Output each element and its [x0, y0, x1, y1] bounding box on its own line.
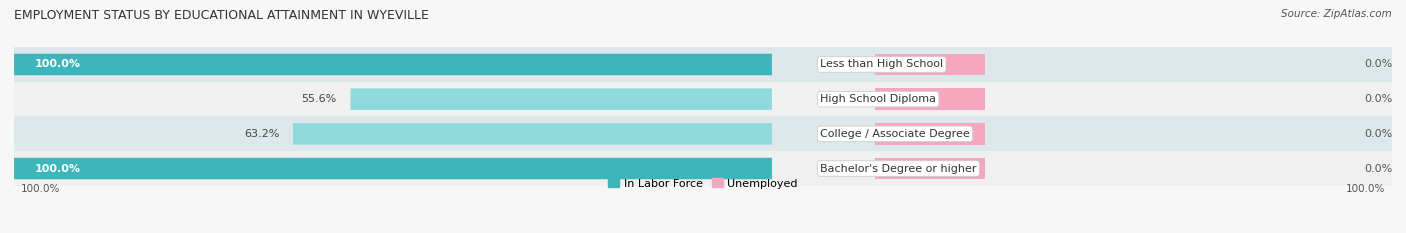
Bar [876, 88, 986, 110]
Bar [14, 54, 772, 75]
Text: Bachelor's Degree or higher: Bachelor's Degree or higher [820, 164, 977, 174]
Legend: In Labor Force, Unemployed: In Labor Force, Unemployed [603, 174, 803, 193]
Text: 0.0%: 0.0% [1364, 164, 1392, 174]
Text: 0.0%: 0.0% [1364, 94, 1392, 104]
Text: 0.0%: 0.0% [1364, 59, 1392, 69]
Text: 100.0%: 100.0% [21, 184, 60, 194]
Bar [14, 158, 772, 179]
Bar [14, 116, 1392, 151]
Bar [876, 158, 986, 179]
Bar [14, 151, 1392, 186]
Bar [14, 82, 1392, 116]
Text: EMPLOYMENT STATUS BY EDUCATIONAL ATTAINMENT IN WYEVILLE: EMPLOYMENT STATUS BY EDUCATIONAL ATTAINM… [14, 9, 429, 22]
Bar [292, 123, 772, 145]
Text: 0.0%: 0.0% [1364, 129, 1392, 139]
Text: 100.0%: 100.0% [35, 164, 80, 174]
Text: Source: ZipAtlas.com: Source: ZipAtlas.com [1281, 9, 1392, 19]
Text: 100.0%: 100.0% [35, 59, 80, 69]
Text: College / Associate Degree: College / Associate Degree [820, 129, 970, 139]
Text: High School Diploma: High School Diploma [820, 94, 936, 104]
Text: 55.6%: 55.6% [301, 94, 337, 104]
Bar [14, 47, 1392, 82]
Text: Less than High School: Less than High School [820, 59, 943, 69]
Bar [876, 54, 986, 75]
Bar [350, 88, 772, 110]
Bar [876, 123, 986, 145]
Text: 63.2%: 63.2% [243, 129, 280, 139]
Text: 100.0%: 100.0% [1346, 184, 1385, 194]
